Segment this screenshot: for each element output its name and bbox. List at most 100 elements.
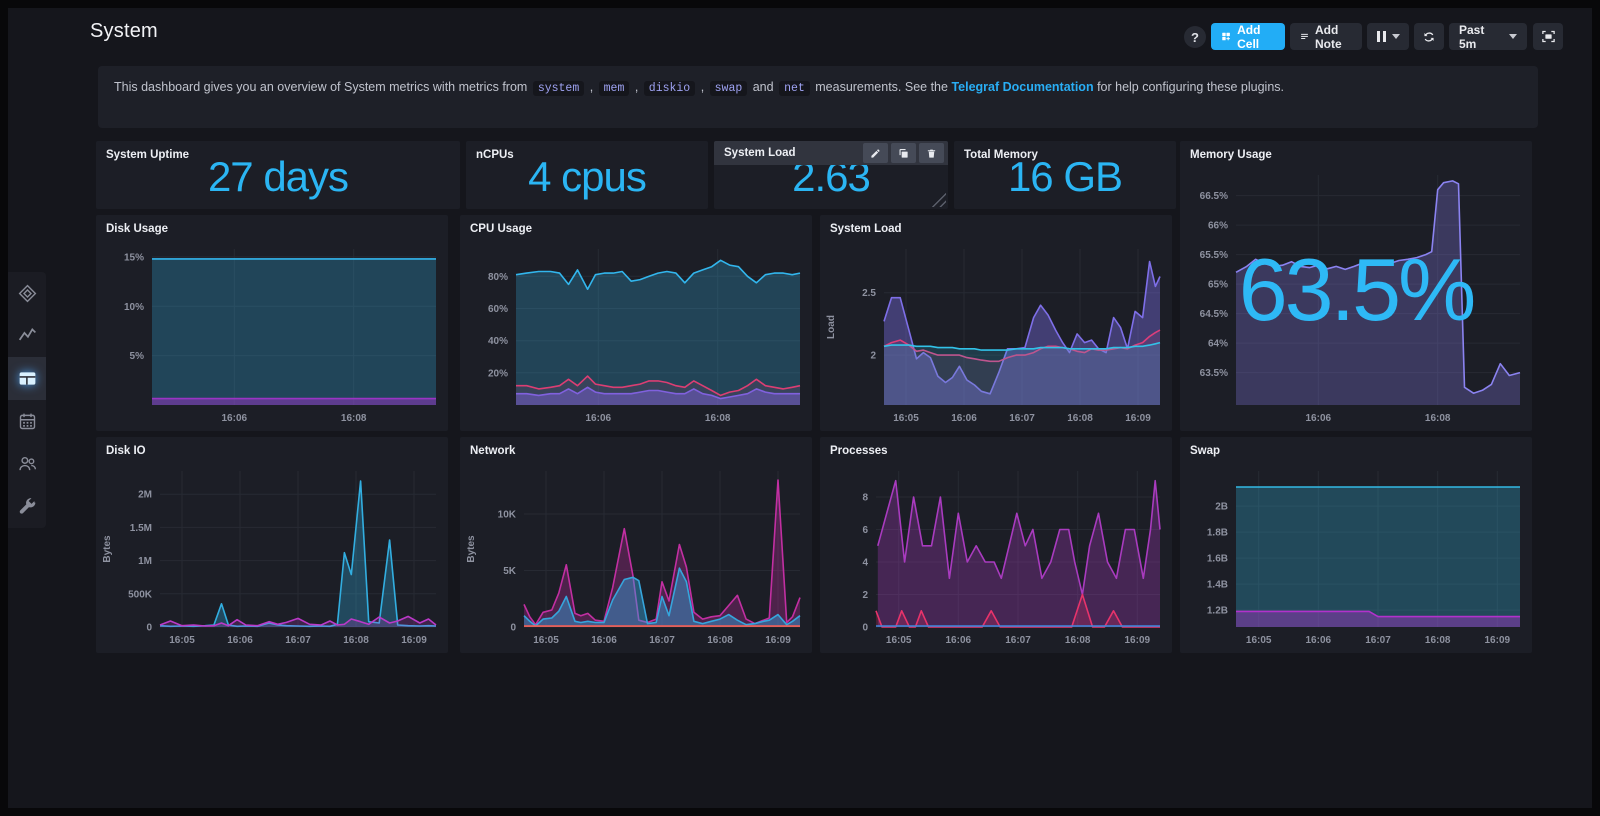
svg-text:60%: 60% [488,304,508,315]
cell-processes[interactable]: Processes 16:05 16:06 16:07 16:08 16:09 0 2 4 6 8 [820,437,1172,653]
svg-text:16:09: 16:09 [765,635,791,646]
svg-text:66%: 66% [1208,221,1228,232]
cell-disk-usage[interactable]: Disk Usage 16:06 16:08 5% 10% 15% [96,215,448,431]
cell-cpu-usage[interactable]: CPU Usage 16:06 16:08 20% 40% 60% 80% [460,215,812,431]
telegraf-doc-link[interactable]: Telegraf Documentation [951,80,1094,94]
add-cell-label: Add Cell [1237,22,1261,51]
svg-text:2.5: 2.5 [862,288,876,299]
cell-network[interactable]: Network 16:05 16:06 16:07 16:08 16:09 0 5K 10K B… [460,437,812,653]
cell-system-uptime[interactable]: System Uptime 27 days [96,141,460,209]
svg-text:500K: 500K [128,589,153,600]
svg-text:5%: 5% [130,351,145,362]
cell-title: CPU Usage [470,223,532,235]
svg-text:16:07: 16:07 [285,635,311,646]
svg-text:1.5M: 1.5M [130,523,152,534]
refresh-icon [1424,31,1434,42]
svg-text:16:06: 16:06 [1306,635,1332,646]
measurement-code: net [779,81,810,96]
svg-text:Bytes: Bytes [102,535,113,563]
help-button[interactable]: ? [1184,26,1206,48]
svg-text:1M: 1M [138,556,152,567]
cell-total-memory[interactable]: Total Memory 16 GB [954,141,1176,209]
svg-text:16:07: 16:07 [649,635,675,646]
add-cell-button[interactable]: Add Cell [1211,22,1285,51]
sidebar-item-dashboards[interactable] [8,357,46,400]
svg-text:1.8B: 1.8B [1207,528,1228,539]
network-chart[interactable]: 16:05 16:06 16:07 16:08 16:09 0 5K 10K Bytes [460,437,812,653]
presentation-mode-icon [1541,30,1555,43]
svg-text:0: 0 [146,623,152,634]
svg-text:8: 8 [862,493,868,504]
cell-hover-toolbar[interactable]: System Load [714,141,948,165]
pause-dropdown-button[interactable] [1367,23,1409,50]
cell-title: System Load [724,147,796,159]
cell-title: Disk IO [106,445,146,457]
sidebar-item-alerting[interactable] [8,400,46,443]
cell-title: Network [470,445,516,457]
svg-text:16:06: 16:06 [946,635,972,646]
svg-text:16:07: 16:07 [1365,635,1391,646]
presentation-mode-button[interactable] [1533,23,1563,50]
processes-chart[interactable]: 16:05 16:06 16:07 16:08 16:09 0 2 4 6 8 [820,437,1172,653]
duplicate-cell-button[interactable] [891,143,916,163]
time-range-label: Past 5m [1459,22,1485,51]
svg-text:16:09: 16:09 [1125,635,1151,646]
cell-ncpus[interactable]: nCPUs 4 cpus [466,141,708,209]
svg-text:0: 0 [862,623,868,634]
dashboard-page: System ? Add Cell Add Note [8,8,1592,808]
svg-text:16:08: 16:08 [1067,413,1093,424]
sidebar-item-status[interactable] [8,272,46,315]
cell-title: Disk Usage [106,223,169,235]
svg-text:2M: 2M [138,490,152,501]
svg-text:5K: 5K [503,566,517,577]
note-text: This dashboard gives you an overview of … [114,79,1522,97]
cell-title: System Load [830,223,902,235]
svg-text:16:05: 16:05 [886,635,912,646]
svg-text:2: 2 [862,590,868,601]
note-text-segment: , [586,80,597,94]
svg-text:16:06: 16:06 [586,413,612,424]
cell-memory-usage[interactable]: Memory Usage 16:06 16:08 63.5% 64% 64.5% 65% 6… [1180,141,1532,431]
svg-text:16:08: 16:08 [707,635,733,646]
disk-io-chart[interactable]: 16:05 16:06 16:07 16:08 16:09 0 500K 1M 1.5M 2M By… [96,437,448,653]
dashboard-note: This dashboard gives you an overview of … [98,66,1538,128]
svg-text:80%: 80% [488,272,508,283]
memory-usage-chart[interactable]: 16:06 16:08 63.5% 64% 64.5% 65% 65.5% 66% 66.5% [1180,141,1532,431]
cell-title: nCPUs [476,149,514,161]
svg-text:16:06: 16:06 [227,635,253,646]
refresh-button[interactable] [1414,23,1444,50]
svg-text:65.5%: 65.5% [1200,250,1228,261]
sidebar-item-data-explorer[interactable] [8,315,46,358]
svg-text:64.5%: 64.5% [1200,309,1228,320]
cell-swap[interactable]: Swap 16:05 16:06 16:07 16:08 16:09 1.2B 1.4B 1.… [1180,437,1532,653]
sidebar-item-configuration[interactable] [8,485,46,528]
time-range-dropdown[interactable]: Past 5m [1449,22,1527,51]
page-title: System [90,20,158,42]
add-note-button[interactable]: Add Note [1290,23,1362,51]
svg-text:64%: 64% [1208,339,1228,350]
svg-text:16:08: 16:08 [1065,635,1091,646]
svg-text:16:08: 16:08 [705,413,731,424]
cell-disk-io[interactable]: Disk IO 16:05 16:06 16:07 16:08 16:09 0 500K 1M… [96,437,448,653]
calendar-icon [19,413,35,429]
swap-chart[interactable]: 16:05 16:06 16:07 16:08 16:09 1.2B 1.4B 1.6B 1.8… [1180,437,1532,653]
cell-system-load-stat[interactable]: 2.63 System Load [714,141,948,209]
svg-text:16:09: 16:09 [1125,413,1151,424]
delete-cell-button[interactable] [919,143,944,163]
cell-system-load-graph[interactable]: System Load 16:05 16:06 16:07 16:08 16:09 2 2.… [820,215,1172,431]
cpu-usage-chart[interactable]: 16:06 16:08 20% 40% 60% 80% [460,215,812,431]
svg-text:15%: 15% [124,252,144,263]
cell-title: Processes [830,445,888,457]
disk-usage-chart[interactable]: 16:06 16:08 5% 10% 15% [96,215,448,431]
question-mark-icon: ? [1191,29,1199,45]
measurement-code: diskio [643,81,696,96]
svg-text:16:06: 16:06 [951,413,977,424]
sidebar-item-admin[interactable] [8,442,46,485]
svg-text:16:08: 16:08 [1425,413,1451,424]
add-cell-grid-icon [1222,32,1230,41]
svg-text:6: 6 [862,525,868,536]
svg-text:16:08: 16:08 [341,413,367,424]
svg-text:16:05: 16:05 [533,635,559,646]
system-load-chart[interactable]: 16:05 16:06 16:07 16:08 16:09 2 2.5 Load [820,215,1172,431]
edit-cell-button[interactable] [863,143,888,163]
